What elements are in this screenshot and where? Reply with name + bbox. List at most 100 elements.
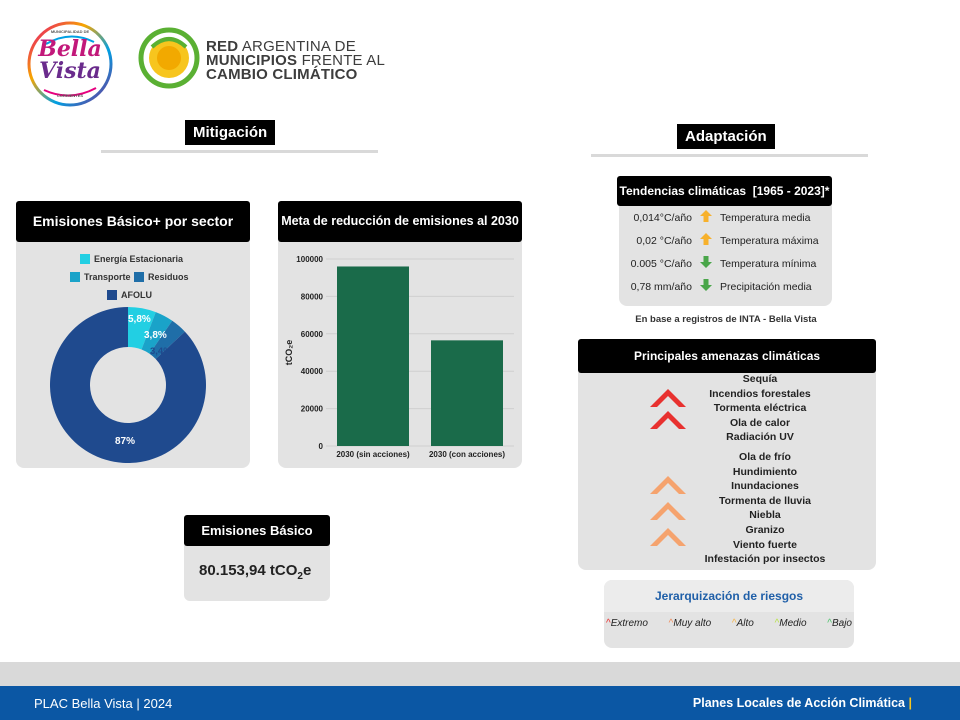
arrow-down-icon xyxy=(696,255,716,272)
donut-slice xyxy=(141,312,173,354)
adaptation-title: Adaptación xyxy=(677,124,775,149)
trend-row: 0,02 °C/año Temperatura máxima xyxy=(626,229,826,252)
threat-item: Infestación por insectos xyxy=(704,553,826,566)
red-logo-line3: CAMBIO CLIMÁTICO xyxy=(206,66,358,83)
risk-levels-legend: ^Extremo ^Muy alto ^Alto ^Medio ^Bajo xyxy=(606,618,852,629)
y-tick-label: 80000 xyxy=(301,292,324,301)
mitigation-divider xyxy=(101,150,378,153)
donut-slice xyxy=(128,307,156,350)
climate-trends-list: 0,014°C/año Temperatura media 0,02 °C/añ… xyxy=(626,206,826,298)
donut-data-label: 3,4% xyxy=(150,346,172,357)
climate-trends-title: Tendencias climáticas [1965 - 2023]* xyxy=(617,176,832,206)
footer-left-text: PLAC Bella Vista | 2024 xyxy=(34,696,173,711)
logo-bottom-text: CORRIENTES xyxy=(56,93,84,98)
arrow-up-icon xyxy=(696,232,716,249)
threat-item: Ola de frío xyxy=(739,451,791,463)
trend-label: Temperatura máxima xyxy=(720,234,819,247)
logo-name-line2: Vista xyxy=(39,58,101,84)
basic-emissions-title: Emisiones Básico xyxy=(184,515,330,546)
chevron-up-icon: ^ xyxy=(668,618,674,629)
risk-level-low: ^Bajo xyxy=(827,618,852,629)
arrow-down-icon xyxy=(696,278,716,295)
legend-energia: Energía Estacionaria xyxy=(80,254,183,264)
reduction-bar-chart: 0 20000 40000 60000 80000 100000 tCO₂e 2030 (si… xyxy=(284,255,514,459)
basic-emissions-value: 80.153,94 tCO2e xyxy=(199,562,312,582)
extreme-risk-icon xyxy=(650,389,686,429)
risk-level-very-high: ^Muy alto xyxy=(668,618,712,629)
mitigation-title: Mitigación xyxy=(185,120,276,145)
x-tick-label: 2030 (sin acciones) xyxy=(336,450,410,459)
sun-globe-icon xyxy=(138,27,200,89)
adaptation-divider xyxy=(591,154,868,157)
legend-swatch xyxy=(134,272,144,282)
trend-label: Precipitación media xyxy=(720,280,812,293)
risk-ranking-title: Jerarquización de riesgos xyxy=(654,589,804,603)
risk-ranking-header xyxy=(604,580,854,612)
very-high-threats-list: Ola de frío Hundimiento Inundaciones Tor… xyxy=(690,450,840,567)
bar xyxy=(431,340,503,446)
y-tick-label: 0 xyxy=(319,442,324,451)
threat-item: Viento fuerte xyxy=(733,538,797,551)
threat-item: Tormenta eléctrica xyxy=(713,402,807,415)
trend-label: Temperatura mínima xyxy=(720,257,817,270)
threats-title: Principales amenazas climáticas xyxy=(578,339,876,373)
emissions-donut-chart: 5,8% 3,8% 3,4% 87% xyxy=(50,307,207,463)
legend-swatch xyxy=(70,272,80,282)
risk-level-high: ^Alto xyxy=(731,618,754,629)
donut-data-label: 3,8% xyxy=(144,330,167,341)
trend-row: 0,78 mm/año Precipitación media xyxy=(626,275,826,298)
threat-item: Tormenta de lluvia xyxy=(719,494,811,507)
threat-item: Ola de calor xyxy=(729,416,791,429)
threat-item: Radiación UV xyxy=(726,431,794,444)
red-logo-line1: RED ARGENTINA DE xyxy=(206,38,356,55)
y-tick-label: 60000 xyxy=(301,330,324,339)
trend-row: 0,014°C/año Temperatura media xyxy=(626,206,826,229)
very-high-risk-icon xyxy=(650,476,686,546)
footer-right-text: Planes Locales de Acción Climática | xyxy=(692,696,912,710)
donut-data-label: 87% xyxy=(115,436,135,447)
bella-vista-logo: MUNICIPALIDAD DE Bella Vista CORRIENTES xyxy=(26,20,114,108)
risk-level-medium: ^Medio xyxy=(774,618,807,629)
logo-top-text: MUNICIPALIDAD DE xyxy=(50,29,90,34)
threat-item: Inundaciones xyxy=(731,480,799,493)
threat-item: Incendios forestales xyxy=(709,387,811,400)
trend-row: 0.005 °C/año Temperatura mínima xyxy=(626,252,826,275)
legend-afolu: AFOLU xyxy=(107,290,152,300)
trends-source-note: En base a registros de INTA - Bella Vist… xyxy=(635,314,817,325)
logo-name-line1: Bella xyxy=(38,36,102,62)
trend-value: 0,78 mm/año xyxy=(630,280,692,293)
y-axis-label: tCO₂e xyxy=(284,340,294,366)
footer: PLAC Bella Vista | 2024 Planes Locales d… xyxy=(0,686,960,720)
trend-value: 0.005 °C/año xyxy=(630,257,692,270)
footer-band xyxy=(0,662,960,686)
threat-item: Hundimiento xyxy=(732,465,798,478)
threat-item: Niebla xyxy=(749,509,781,522)
donut-slice xyxy=(149,320,185,359)
threat-item: Granizo xyxy=(745,523,785,536)
trend-value: 0,014°C/año xyxy=(633,211,693,224)
emissions-sector-title: Emisiones Básico+ por sector xyxy=(16,201,250,242)
extreme-threats-list: Sequía Incendios forestales Tormenta elé… xyxy=(690,372,830,445)
y-tick-label: 100000 xyxy=(296,255,323,264)
donut-data-label: 5,8% xyxy=(128,314,151,325)
legend-swatch xyxy=(80,254,90,264)
red-argentina-logo: RED ARGENTINA DE MUNICIPIOS FRENTE AL CA… xyxy=(138,27,385,89)
bar xyxy=(337,266,409,446)
y-tick-label: 40000 xyxy=(301,367,324,376)
legend-swatch xyxy=(107,290,117,300)
chevron-up-icon: ^ xyxy=(827,618,832,629)
legend-residuos: Residuos xyxy=(134,272,189,282)
threats-card xyxy=(578,339,876,570)
arrow-up-icon xyxy=(696,209,716,226)
threat-item: Sequía xyxy=(742,373,778,385)
red-logo-line2: MUNICIPIOS FRENTE AL xyxy=(206,52,386,69)
trend-label: Temperatura media xyxy=(720,211,811,224)
x-tick-label: 2030 (con acciones) xyxy=(429,450,505,459)
chevron-up-icon: ^ xyxy=(731,618,737,629)
donut-slice xyxy=(50,307,207,463)
chevron-up-icon: ^ xyxy=(774,618,780,629)
y-tick-label: 20000 xyxy=(301,405,324,414)
legend-transporte: Transporte xyxy=(70,272,131,282)
risk-level-extreme: ^Extremo xyxy=(606,618,648,629)
reduction-goal-title: Meta de reducción de emisiones al 2030 xyxy=(278,201,522,242)
